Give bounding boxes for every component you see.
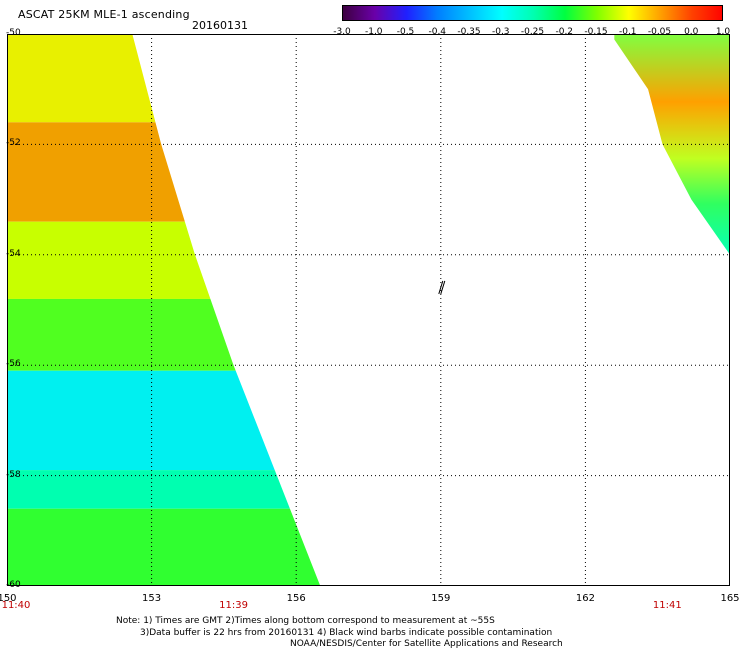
latitude-label: -56 (6, 359, 21, 370)
note-line-3: NOAA/NESDIS/Center for Satellite Applica… (290, 639, 563, 649)
colorbar-label: 0.0 (684, 27, 699, 37)
longitude-label: 162 (575, 593, 595, 604)
time-label: 11:41 (652, 600, 682, 611)
note-line-1: Note: 1) Times are GMT 2)Times along bot… (116, 616, 495, 626)
note-line-2: 3)Data buffer is 22 hrs from 20160131 4)… (140, 628, 553, 638)
product-title: ASCAT 25KM MLE-1 ascending (18, 8, 190, 21)
latitude-label: -52 (6, 138, 21, 149)
colorbar-label: -0.35 (457, 27, 481, 37)
latitude-label: -58 (6, 469, 21, 480)
colorbar-label: -0.5 (396, 27, 415, 37)
colorbar-label: -0.3 (491, 27, 510, 37)
colorbar-label: -0.4 (428, 27, 447, 37)
colorbar-label: -0.1 (618, 27, 637, 37)
latitude-label: -54 (6, 248, 21, 259)
time-label: 11:39 (219, 600, 248, 611)
wind-barb (438, 280, 446, 295)
colorbar-label: -3.0 (333, 27, 351, 37)
colorbar (342, 5, 723, 21)
colorbar-label: -0.25 (520, 27, 545, 37)
map-plot (7, 34, 730, 586)
longitude-label: 156 (286, 593, 306, 604)
latitude-label: -50 (6, 28, 21, 38)
colorbar-label: -0.15 (584, 27, 608, 37)
longitude-label: 159 (431, 593, 451, 604)
latitude-label: -60 (6, 580, 21, 590)
colorbar-label: -1.0 (364, 27, 383, 37)
time-label: 11:40 (1, 600, 31, 611)
longitude-label: 153 (142, 593, 162, 604)
colorbar-gradient (343, 6, 722, 20)
product-date: 20160131 (192, 19, 248, 32)
colorbar-label: -0.05 (647, 27, 672, 37)
swath-band (7, 508, 321, 586)
swath-band (7, 470, 321, 509)
map-gridlines (7, 34, 730, 586)
map-frame (7, 34, 730, 586)
colorbar-label: 1.0 (715, 27, 731, 37)
colorbar-label: -0.2 (555, 27, 574, 37)
longitude-label: 150 (0, 593, 17, 604)
longitude-label: 165 (720, 593, 740, 604)
